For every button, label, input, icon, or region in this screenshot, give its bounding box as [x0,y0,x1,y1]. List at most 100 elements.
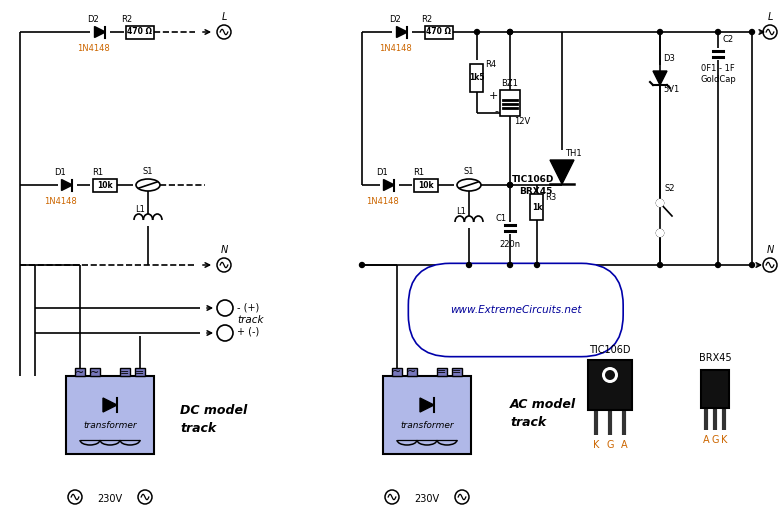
Text: 470 Ω: 470 Ω [426,28,451,36]
Text: BZ1: BZ1 [502,79,518,88]
Text: 1k5: 1k5 [469,73,485,83]
Circle shape [657,263,663,267]
Circle shape [475,30,479,34]
Circle shape [716,263,720,267]
Text: S1: S1 [464,167,475,176]
Text: 230V: 230V [415,494,440,504]
Circle shape [507,183,513,187]
Polygon shape [420,398,434,412]
Text: =: = [135,368,145,378]
Text: G: G [606,440,614,450]
Text: ~: ~ [392,367,401,377]
Text: BRX45: BRX45 [519,187,552,196]
Text: ~: ~ [75,368,85,378]
Bar [452,368,462,376]
Text: L: L [767,12,773,22]
Text: + (-): + (-) [237,327,259,337]
Text: D2: D2 [389,15,401,24]
Text: TH1: TH1 [565,149,582,159]
Bar [414,179,438,191]
Bar [425,26,453,38]
Text: AC model: AC model [510,399,576,411]
Text: S2: S2 [665,184,675,193]
Bar [392,368,402,376]
Circle shape [657,200,664,207]
Polygon shape [94,27,106,37]
Text: D1: D1 [54,168,66,177]
Text: R2: R2 [121,15,132,24]
Bar [588,360,632,410]
Text: N: N [766,245,773,255]
Text: S1: S1 [142,167,153,176]
Text: A: A [621,440,627,450]
Text: 1N4148: 1N4148 [76,44,110,53]
Text: 10k: 10k [97,181,113,189]
Text: C1: C1 [496,214,507,223]
Polygon shape [384,180,394,190]
Text: 1k: 1k [532,203,542,211]
Text: R1: R1 [93,168,103,177]
Text: 1N4148: 1N4148 [44,197,76,206]
Text: www.ExtremeCircuits.net: www.ExtremeCircuits.net [450,305,581,315]
Bar [531,194,544,220]
Bar [126,26,154,38]
Polygon shape [103,398,117,412]
Circle shape [716,30,720,34]
Circle shape [749,263,755,267]
Circle shape [507,30,513,34]
Text: R1: R1 [413,168,425,177]
Text: R2: R2 [422,15,433,24]
Text: D2: D2 [87,15,99,24]
Bar [75,368,85,376]
Text: 220n: 220n [499,240,520,249]
Text: =: = [121,368,130,378]
Text: R3: R3 [545,193,556,202]
Circle shape [467,263,471,267]
Text: transformer: transformer [400,421,454,429]
Text: ~: ~ [90,368,100,378]
Polygon shape [397,27,408,37]
Text: DC model: DC model [180,404,247,417]
Circle shape [657,229,664,236]
Text: =: = [437,367,447,377]
Text: track: track [237,315,264,325]
Bar [407,368,417,376]
Bar [66,376,154,454]
Text: TIC106D: TIC106D [589,345,631,355]
Text: K: K [720,435,727,445]
Text: 10k: 10k [419,181,434,189]
Polygon shape [61,180,72,190]
Bar [701,370,729,408]
Text: D1: D1 [376,168,388,177]
Text: N: N [220,245,228,255]
Text: R4: R4 [485,60,496,69]
Polygon shape [550,160,574,184]
Text: D3: D3 [663,54,675,63]
Circle shape [534,263,539,267]
Text: - (+): - (+) [237,302,259,312]
Bar [135,368,145,376]
Circle shape [749,30,755,34]
Text: track: track [510,417,546,429]
Bar [93,179,117,191]
Bar [383,376,471,454]
Text: +: + [489,91,498,101]
Text: L1: L1 [456,207,466,216]
Text: 1N4148: 1N4148 [379,44,412,53]
Text: GoldCap: GoldCap [700,75,736,84]
Text: 5V1: 5V1 [663,85,679,94]
Circle shape [657,30,663,34]
Text: L: L [221,12,226,22]
Text: -: - [494,106,498,116]
Text: TIC106D: TIC106D [512,175,555,185]
Circle shape [602,367,618,383]
Text: A: A [703,435,710,445]
Text: 1N4148: 1N4148 [366,197,398,206]
Text: 12V: 12V [514,117,531,126]
Text: ~: ~ [408,367,417,377]
Circle shape [359,263,365,267]
Text: track: track [180,422,216,435]
Text: K: K [593,440,599,450]
Text: L1: L1 [135,206,145,214]
Circle shape [507,263,513,267]
